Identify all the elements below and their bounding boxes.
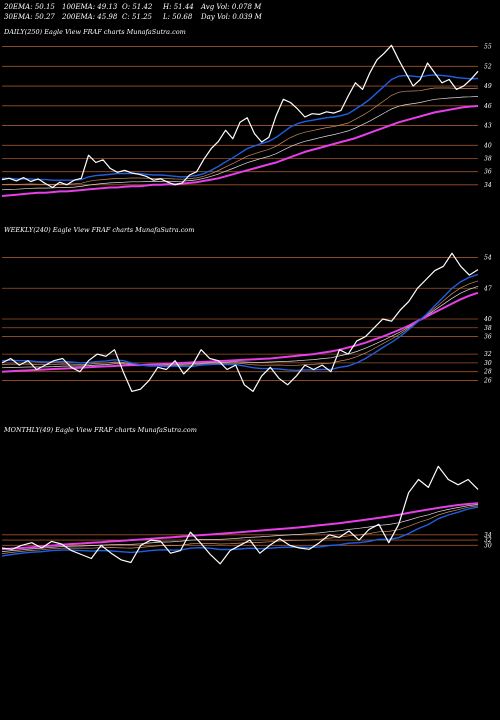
monthly-ema200-line: [1, 502, 479, 551]
header-open: O: 51.42: [122, 3, 153, 11]
weekly-tick-label: 26: [483, 377, 492, 384]
daily-tick-label: 52: [484, 63, 492, 70]
header-stats: 20EMA: 50.15 100EMA: 49.13 O: 51.42 H: 5…: [3, 3, 263, 21]
header-high: H: 51.44: [162, 3, 194, 11]
monthly-caption: MONTHLY(49) Eagle View FRAF charts Munaf…: [3, 426, 197, 434]
weekly-tick-label: 30: [484, 360, 492, 367]
weekly-ema20-line: [1, 273, 479, 372]
monthly-ema20-line: [1, 506, 479, 557]
monthly-tick-label: 30: [484, 542, 492, 549]
weekly-panel: WEEKLY(240) Eagle View FRAF charts Munaf…: [1, 226, 492, 392]
weekly-ema200-line: [1, 291, 479, 373]
weekly-price-line: [1, 252, 479, 392]
daily-ema20-line: [2, 74, 479, 181]
header-low: L: 50.68: [162, 13, 193, 21]
daily-tick-label: 49: [483, 83, 492, 90]
weekly-caption: WEEKLY(240) Eagle View FRAF charts Munaf…: [4, 226, 194, 234]
daily-panel: DAILY(250) Eagle View FRAF charts Munafa…: [1, 28, 492, 197]
daily-tick-label: 55: [484, 44, 492, 51]
header-ema20: 20EMA: 50.15: [3, 3, 55, 11]
weekly-ema-band-line: [1, 285, 479, 369]
daily-tick-label: 38: [484, 156, 492, 163]
header-ema200: 200EMA: 45.98: [61, 13, 118, 21]
header-avg-vol: Avg Vol: 0.078 M: [200, 3, 262, 11]
weekly-tick-label: 40: [483, 316, 492, 323]
header-ema100: 100EMA: 49.13: [62, 3, 118, 11]
daily-ema-band-line: [1, 87, 479, 185]
monthly-tick-label: 34: [484, 532, 492, 539]
monthly-panel: MONTHLY(49) Eagle View FRAF charts Munaf…: [1, 426, 492, 565]
header-close: C: 51.25: [122, 13, 153, 21]
weekly-tick-label: 36: [484, 334, 492, 341]
weekly-tick-label: 28: [483, 369, 492, 376]
header-day-vol: Day Vol: 0.039 M: [200, 13, 263, 21]
daily-tick-label: 40: [483, 142, 492, 149]
daily-ema200-line: [1, 105, 479, 197]
weekly-tick-label: 32: [484, 351, 492, 358]
daily-caption: DAILY(250) Eagle View FRAF charts Munafa…: [3, 28, 186, 36]
header-ema30: 30EMA: 50.27: [4, 13, 55, 21]
monthly-tick-label: 32: [484, 537, 492, 544]
daily-tick-label: 46: [483, 103, 492, 110]
daily-tick-label: 34: [484, 182, 492, 189]
daily-tick-label: 43: [483, 123, 492, 130]
daily-price-line: [1, 44, 479, 189]
weekly-ema-band-line: [1, 280, 479, 366]
monthly-price-line: [1, 465, 479, 565]
weekly-tick-label: 47: [483, 285, 492, 292]
monthly-ema-band-line: [1, 505, 479, 554]
weekly-tick-label: 38: [484, 325, 492, 332]
daily-ema-band-line: [1, 96, 479, 191]
daily-tick-label: 36: [484, 169, 492, 176]
weekly-tick-label: 54: [484, 255, 492, 262]
